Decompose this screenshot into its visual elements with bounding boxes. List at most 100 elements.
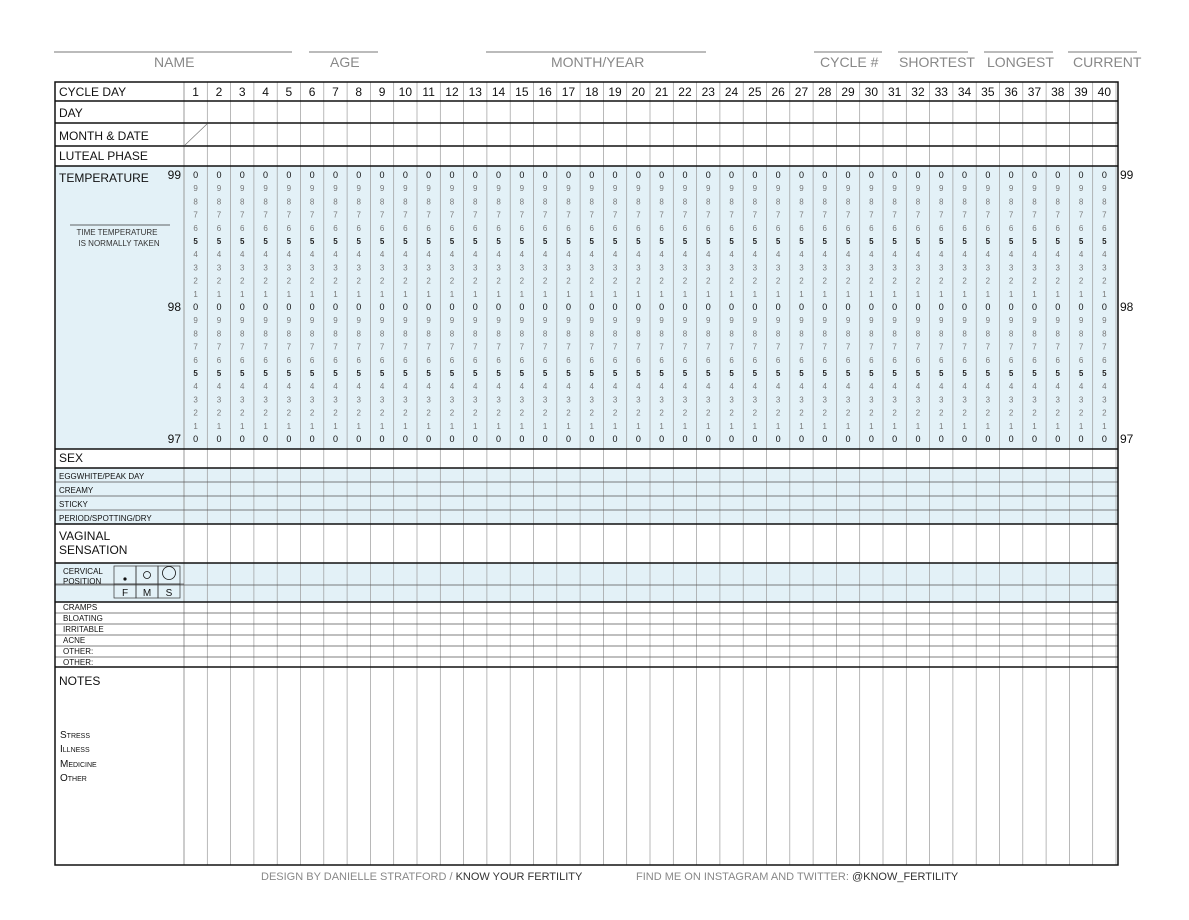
temp-digit[interactable]: 0 [380,434,385,444]
temp-digit[interactable]: 6 [1009,356,1014,365]
temp-digit[interactable]: 7 [892,211,897,220]
temp-digit[interactable]: 0 [706,302,711,312]
temp-digit[interactable]: 1 [450,290,455,299]
temp-digit[interactable]: 3 [1102,395,1107,404]
temp-digit[interactable]: 4 [799,382,804,391]
temp-digit[interactable]: 6 [729,356,734,365]
temp-digit[interactable]: 3 [869,395,874,404]
temp-digit[interactable]: 5 [240,237,245,246]
temp-digit[interactable]: 7 [1079,343,1084,352]
temp-digit[interactable]: 8 [380,329,385,338]
temp-digit[interactable]: 0 [1009,302,1014,312]
temp-digit[interactable]: 4 [986,250,991,259]
temp-digit[interactable]: 2 [310,409,315,418]
temp-digit[interactable]: 3 [357,263,362,272]
temp-digit[interactable]: 7 [846,211,851,220]
temp-digit[interactable]: 4 [916,250,921,259]
temp-digit[interactable]: 0 [915,434,920,444]
temp-digit[interactable]: 8 [613,197,618,206]
temp-digit[interactable]: 3 [916,395,921,404]
temp-digit[interactable]: 6 [217,224,222,233]
temp-digit[interactable]: 8 [357,197,362,206]
temp-digit[interactable]: 0 [729,170,734,180]
temp-digit[interactable]: 0 [193,170,198,180]
temp-digit[interactable]: 9 [986,184,991,193]
temp-digit[interactable]: 9 [450,184,455,193]
temp-digit[interactable]: 4 [310,250,315,259]
temp-digit[interactable]: 1 [1056,290,1061,299]
temp-digit[interactable]: 0 [822,302,827,312]
temp-digit[interactable]: 2 [426,277,431,286]
temp-digit[interactable]: 4 [333,250,338,259]
temp-digit[interactable]: 0 [682,302,687,312]
temp-digit[interactable]: 2 [659,277,664,286]
temp-digit[interactable]: 9 [380,184,385,193]
temp-digit[interactable]: 7 [636,343,641,352]
temp-digit[interactable]: 0 [985,302,990,312]
temp-digit[interactable]: 4 [683,250,688,259]
temp-digit[interactable]: 2 [380,277,385,286]
temp-digit[interactable]: 1 [426,290,431,299]
temp-digit[interactable]: 9 [217,184,222,193]
temp-digit[interactable]: 5 [986,369,991,378]
temp-digit[interactable]: 8 [823,197,828,206]
temp-digit[interactable]: 3 [380,263,385,272]
temp-digit[interactable]: 3 [659,263,664,272]
temp-digit[interactable]: 3 [240,263,245,272]
temp-digit[interactable]: 3 [450,395,455,404]
temp-digit[interactable]: 8 [496,197,501,206]
temp-digit[interactable]: 1 [1056,422,1061,431]
temp-digit[interactable]: 4 [1032,250,1037,259]
temp-digit[interactable]: 6 [357,356,362,365]
temp-digit[interactable]: 3 [240,395,245,404]
temp-digit[interactable]: 3 [823,263,828,272]
temp-digit[interactable]: 3 [287,263,292,272]
temp-digit[interactable]: 5 [520,237,525,246]
temp-digit[interactable]: 0 [473,434,478,444]
temp-digit[interactable]: 1 [473,290,478,299]
temp-digit[interactable]: 8 [333,329,338,338]
temp-digit[interactable]: 3 [636,395,641,404]
temp-digit[interactable]: 0 [589,434,594,444]
temp-digit[interactable]: 4 [426,382,431,391]
temp-digit[interactable]: 8 [846,329,851,338]
temp-digit[interactable]: 4 [590,382,595,391]
temp-digit[interactable]: 9 [683,184,688,193]
temp-digit[interactable]: 4 [450,250,455,259]
temp-digit[interactable]: 2 [659,409,664,418]
temp-digit[interactable]: 2 [240,277,245,286]
temp-digit[interactable]: 6 [659,356,664,365]
temp-digit[interactable]: 0 [403,170,408,180]
temp-digit[interactable]: 5 [1009,369,1014,378]
temp-digit[interactable]: 6 [287,224,292,233]
temp-digit[interactable]: 9 [613,316,618,325]
temp-digit[interactable]: 0 [1079,302,1084,312]
temp-digit[interactable]: 5 [962,237,967,246]
temp-digit[interactable]: 9 [799,184,804,193]
temp-digit[interactable]: 0 [752,434,757,444]
temp-digit[interactable]: 0 [613,434,618,444]
temp-digit[interactable]: 6 [1009,224,1014,233]
temp-digit[interactable]: 1 [939,290,944,299]
temp-digit[interactable]: 6 [450,356,455,365]
temp-digit[interactable]: 7 [287,211,292,220]
temp-digit[interactable]: 0 [473,302,478,312]
temp-digit[interactable]: 9 [403,316,408,325]
temp-digit[interactable]: 5 [450,369,455,378]
temp-digit[interactable]: 3 [333,395,338,404]
temp-digit[interactable]: 6 [986,356,991,365]
temp-digit[interactable]: 1 [333,422,338,431]
temp-digit[interactable]: 7 [566,343,571,352]
temp-digit[interactable]: 8 [683,329,688,338]
temp-digit[interactable]: 5 [310,369,315,378]
temp-digit[interactable]: 6 [217,356,222,365]
temp-digit[interactable]: 2 [263,409,268,418]
temp-digit[interactable]: 1 [636,422,641,431]
temp-digit[interactable]: 9 [659,184,664,193]
temp-digit[interactable]: 8 [193,329,198,338]
temp-digit[interactable]: 1 [636,290,641,299]
temp-digit[interactable]: 3 [799,395,804,404]
temp-digit[interactable]: 6 [426,224,431,233]
temp-digit[interactable]: 0 [915,170,920,180]
temp-digit[interactable]: 1 [590,290,595,299]
